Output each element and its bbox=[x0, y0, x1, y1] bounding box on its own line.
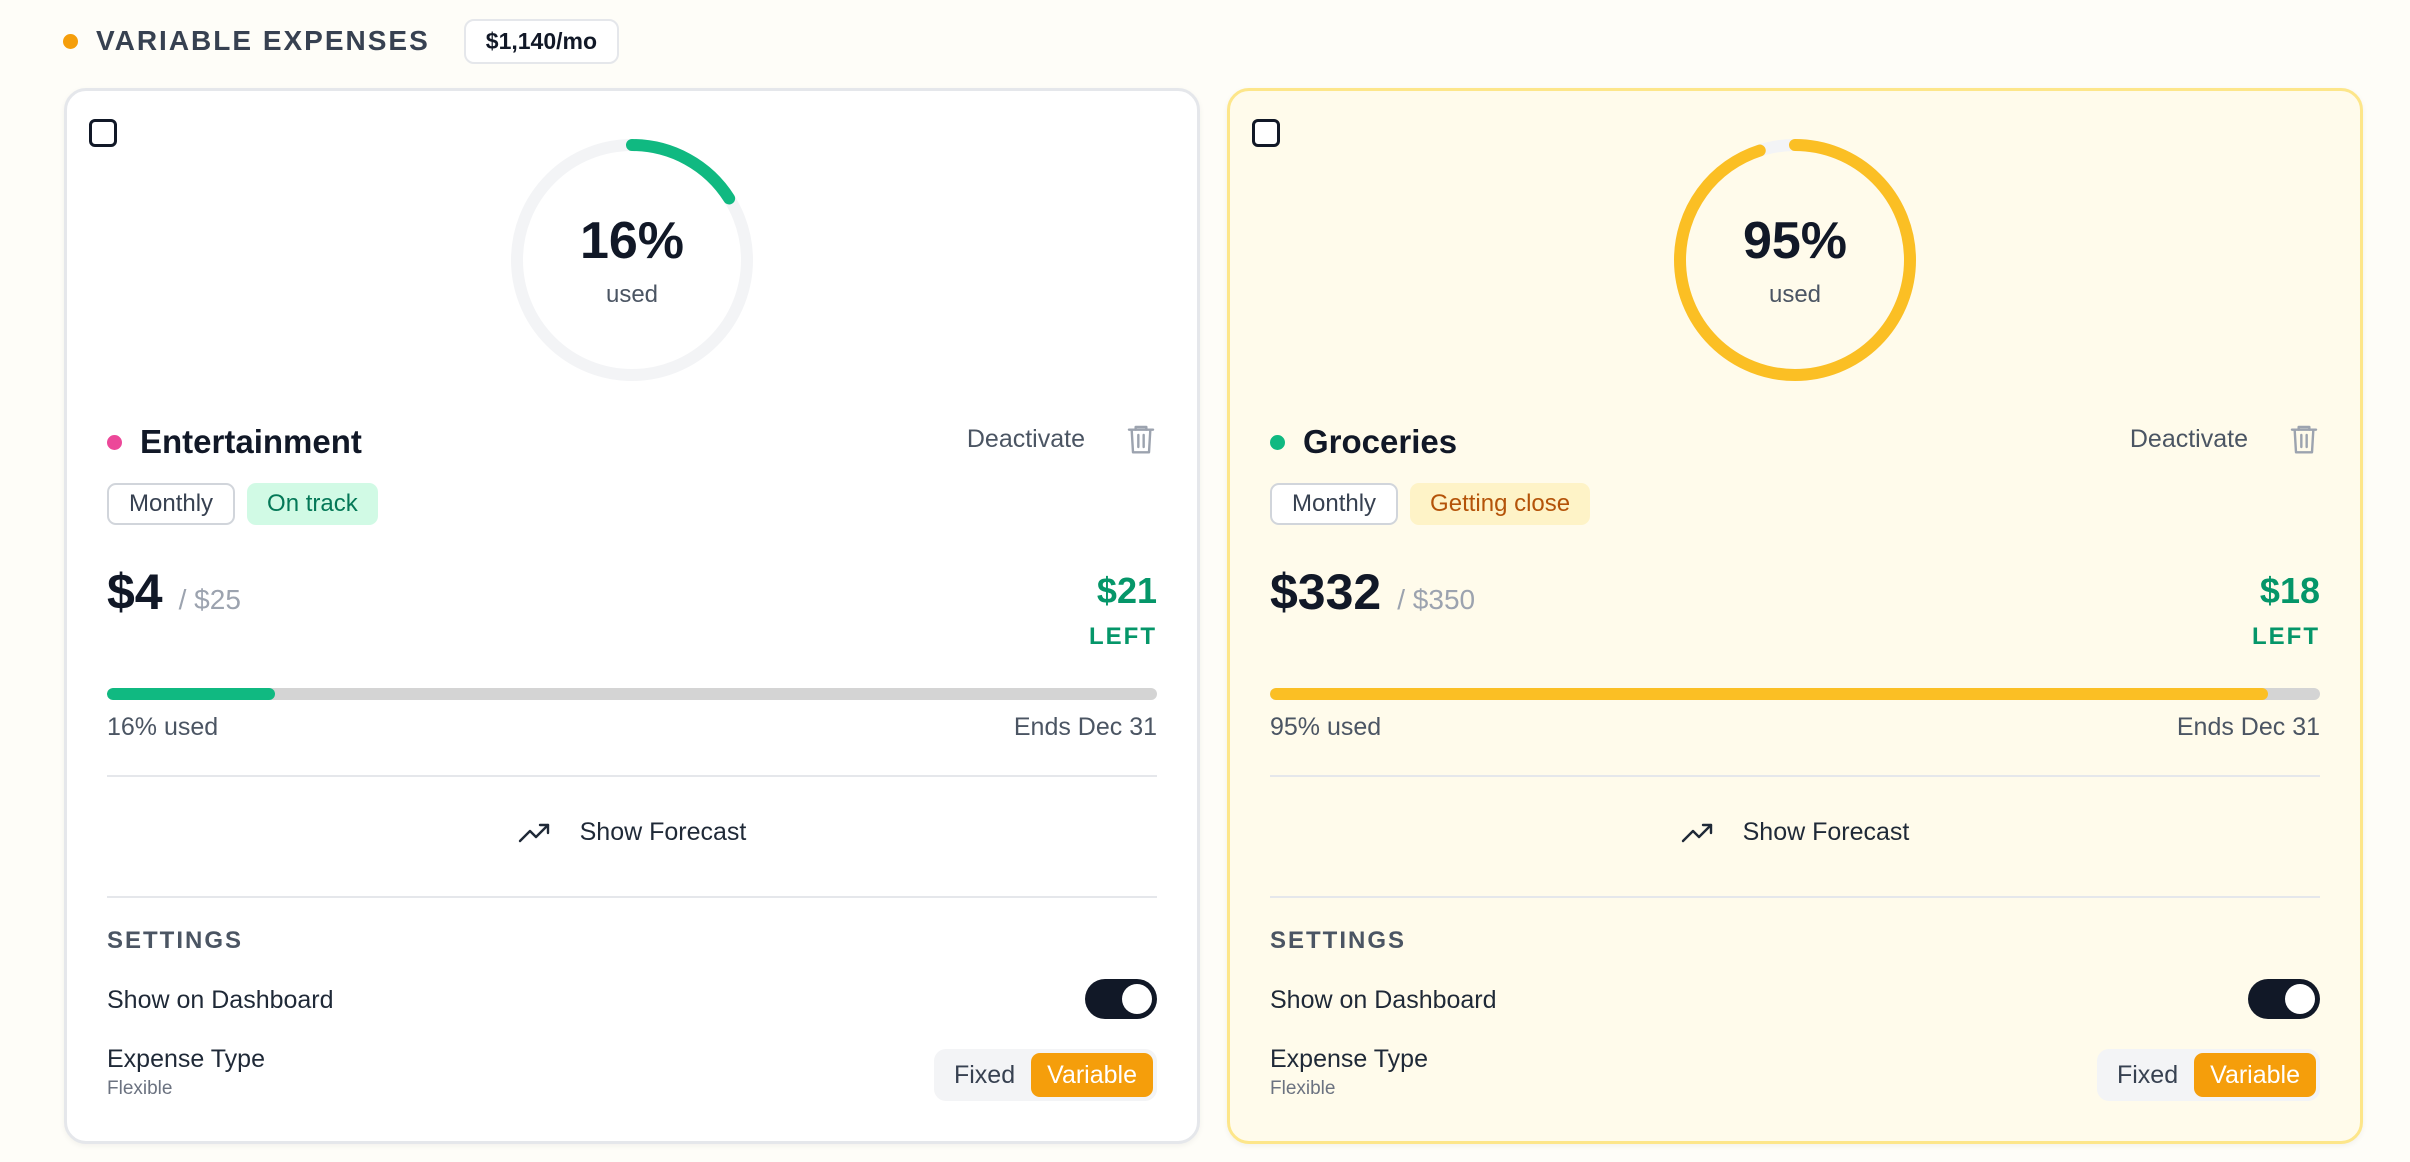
type-fixed-button[interactable]: Fixed bbox=[953, 1060, 1016, 1089]
category-row: Groceries bbox=[1270, 423, 1457, 461]
toggle-knob bbox=[2285, 984, 2315, 1014]
remaining-amount: $18 bbox=[2259, 570, 2320, 611]
category-name: Entertainment bbox=[140, 423, 362, 460]
tags: Monthly Getting close bbox=[1270, 483, 1602, 525]
progress-labels: 16% used Ends Dec 31 bbox=[107, 713, 1157, 742]
deactivate-button[interactable]: Deactivate bbox=[2129, 424, 2248, 453]
divider bbox=[1270, 896, 2320, 898]
ring-label: 95% used bbox=[1672, 215, 1918, 309]
ring-percent: 16% bbox=[579, 212, 685, 270]
ends-text: Ends Dec 31 bbox=[1013, 713, 1157, 741]
remaining-label: LEFT bbox=[2252, 623, 2320, 650]
progress-ring bbox=[1674, 139, 1916, 381]
expense-type-sub: Flexible bbox=[1270, 1078, 1336, 1099]
remaining: $18 LEFT bbox=[2252, 573, 2320, 651]
used-text: 95% used bbox=[1270, 713, 1382, 741]
section-title: VARIABLE EXPENSES bbox=[96, 25, 430, 56]
trash-icon[interactable] bbox=[1125, 421, 1157, 457]
section-total-badge: $1,140/mo bbox=[463, 18, 620, 64]
remaining: $21 LEFT bbox=[1089, 573, 1157, 651]
show-dashboard-toggle[interactable] bbox=[2248, 979, 2320, 1019]
type-variable-button[interactable]: Variable bbox=[2194, 1053, 2316, 1097]
period-tag: Monthly bbox=[1270, 483, 1399, 525]
section-header: VARIABLE EXPENSES $1,140/mo bbox=[63, 18, 620, 64]
amount-row: $4 / $25 bbox=[107, 563, 241, 621]
divider bbox=[1270, 775, 2320, 777]
progress-bar-fill bbox=[107, 688, 275, 700]
section-dot bbox=[63, 33, 78, 49]
ring-used-label: used bbox=[1768, 281, 1822, 308]
expense-type-selector: Fixed Variable bbox=[933, 1049, 1157, 1101]
status-badge: On track bbox=[247, 483, 378, 525]
type-fixed-button[interactable]: Fixed bbox=[2116, 1060, 2179, 1089]
progress-bar bbox=[1270, 688, 2320, 700]
budget-amount: / $350 bbox=[1397, 584, 1476, 615]
category-color-dot bbox=[107, 434, 122, 450]
deactivate-button[interactable]: Deactivate bbox=[966, 424, 1085, 453]
ends-text: Ends Dec 31 bbox=[2176, 713, 2320, 741]
category-row: Entertainment bbox=[107, 423, 362, 461]
spent-amount: $332 bbox=[1270, 564, 1382, 620]
card-actions: Deactivate bbox=[967, 421, 1157, 457]
select-checkbox[interactable] bbox=[89, 119, 117, 147]
remaining-label: LEFT bbox=[1089, 623, 1157, 650]
ring-label: 16% used bbox=[509, 215, 755, 309]
budget-amount: / $25 bbox=[178, 584, 241, 615]
progress-labels: 95% used Ends Dec 31 bbox=[1270, 713, 2320, 742]
show-forecast-button[interactable]: Show Forecast bbox=[1230, 818, 2360, 847]
settings-title: SETTINGS bbox=[107, 927, 244, 954]
progress-bar-fill bbox=[1270, 688, 2268, 700]
period-tag: Monthly bbox=[107, 483, 236, 525]
status-badge: Getting close bbox=[1410, 483, 1591, 525]
show-forecast-label: Show Forecast bbox=[1742, 818, 1910, 846]
select-checkbox[interactable] bbox=[1252, 119, 1280, 147]
expense-type-selector: Fixed Variable bbox=[2096, 1049, 2320, 1101]
ring-percent: 95% bbox=[1742, 212, 1848, 270]
remaining-amount: $21 bbox=[1096, 570, 1157, 611]
show-forecast-label: Show Forecast bbox=[579, 818, 747, 846]
trending-up-icon bbox=[1681, 823, 1712, 842]
trash-icon[interactable] bbox=[2288, 421, 2320, 457]
progress-ring bbox=[511, 139, 753, 381]
show-dashboard-toggle[interactable] bbox=[1085, 979, 1157, 1019]
progress-bar bbox=[107, 688, 1157, 700]
category-name: Groceries bbox=[1303, 423, 1458, 460]
tags: Monthly On track bbox=[107, 483, 390, 525]
budget-card-groceries: 95% used Groceries Deactivate Monthly Ge… bbox=[1227, 88, 2363, 1144]
trending-up-icon bbox=[518, 823, 549, 842]
spent-amount: $4 bbox=[107, 564, 163, 620]
progress-ring-arc bbox=[1674, 139, 1916, 381]
show-dashboard-label: Show on Dashboard bbox=[107, 986, 334, 1014]
budget-card-entertainment: 16% used Entertainment Deactivate Monthl… bbox=[64, 88, 1200, 1144]
category-color-dot bbox=[1270, 434, 1285, 450]
progress-ring-arc bbox=[511, 139, 753, 381]
card-actions: Deactivate bbox=[2130, 421, 2320, 457]
divider bbox=[107, 775, 1157, 777]
ring-used-label: used bbox=[605, 281, 659, 308]
show-forecast-button[interactable]: Show Forecast bbox=[67, 818, 1197, 847]
show-dashboard-label: Show on Dashboard bbox=[1270, 986, 1497, 1014]
divider bbox=[107, 896, 1157, 898]
expense-type-sub: Flexible bbox=[107, 1078, 173, 1099]
amount-row: $332 / $350 bbox=[1270, 563, 1475, 621]
expense-type-label: Expense Type bbox=[1270, 1045, 1428, 1073]
settings-title: SETTINGS bbox=[1270, 927, 1407, 954]
type-variable-button[interactable]: Variable bbox=[1031, 1053, 1153, 1097]
expense-type-label: Expense Type bbox=[107, 1045, 265, 1073]
used-text: 16% used bbox=[107, 713, 219, 741]
toggle-knob bbox=[1122, 984, 1152, 1014]
